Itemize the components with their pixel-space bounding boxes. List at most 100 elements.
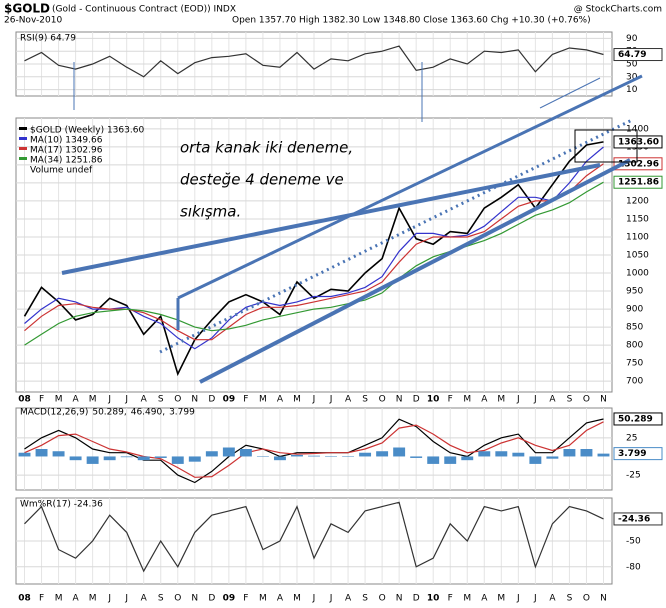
y-tick-label: -25 [626, 471, 641, 481]
histogram-bar [376, 451, 389, 457]
y-tick-label: 800 [626, 341, 643, 351]
x-tick-label: N [396, 594, 403, 604]
arrow [539, 77, 601, 109]
y-tick-label: 1100 [626, 232, 649, 242]
series-line [24, 146, 604, 350]
histogram-bar [427, 456, 440, 464]
x-tick-label: 09 [223, 594, 236, 604]
x-tick-label: F [448, 594, 453, 604]
histogram-bar [69, 456, 82, 461]
y-tick-label: 1400 [626, 124, 649, 134]
trend-line [177, 74, 643, 300]
x-tick-label: J [312, 395, 316, 405]
histogram-bar [529, 456, 542, 464]
value-tag-label: 3.799 [618, 449, 646, 459]
histogram-bar [291, 454, 303, 457]
value-tag-label: 1363.60 [618, 137, 659, 147]
annotation: orta kanak iki deneme, [180, 139, 353, 157]
x-tick-label: M [89, 594, 97, 604]
histogram-bar [222, 447, 235, 457]
y-tick-label: 25 [626, 433, 637, 443]
value-tag-label: 1251.86 [618, 178, 659, 188]
x-tick-label: A [141, 395, 148, 405]
y-tick-label: -50 [626, 537, 641, 547]
histogram-bar [461, 456, 474, 461]
annotation: sıkışma. [180, 203, 241, 221]
x-tick-label: O [583, 395, 590, 405]
x-tick-label: S [362, 395, 368, 405]
highlight-box [574, 129, 638, 163]
histogram-bar [359, 452, 372, 457]
date: 26-Nov-2010 [4, 16, 62, 26]
x-tick-label: F [448, 395, 453, 405]
histogram-bar [120, 456, 133, 458]
x-tick-label: A [277, 594, 284, 604]
x-tick-label: D [208, 594, 215, 604]
y-tick-label: 90 [626, 34, 638, 44]
x-tick-label: M [293, 395, 301, 405]
x-tick-label: N [396, 395, 403, 405]
x-tick-label: J [107, 395, 111, 405]
x-tick-label: M [55, 395, 63, 405]
x-tick-label: A [549, 594, 556, 604]
x-tick-label: S [158, 395, 164, 405]
legend-entry: $GOLD (Weekly) 1363.60 [30, 126, 144, 136]
x-tick-label: A [73, 594, 80, 604]
x-tick-label: N [600, 395, 607, 405]
y-tick-label: 950 [626, 287, 643, 297]
y-tick-label: 30 [626, 72, 638, 82]
y-tick-label: 900 [626, 305, 643, 315]
x-tick-label: O [583, 594, 590, 604]
x-tick-label: J [107, 594, 111, 604]
x-tick-label: 09 [223, 395, 236, 405]
histogram-bar [239, 449, 252, 457]
histogram-bar [171, 456, 184, 464]
histogram-bar [495, 451, 508, 457]
value-tag-label: 50.289 [618, 414, 653, 424]
legend-swatch [19, 137, 27, 140]
x-tick-label: M [463, 395, 471, 405]
y-tick-label: 1150 [626, 214, 649, 224]
legend-entry: MA(34) 1251.86 [30, 156, 103, 166]
histogram-bar [273, 456, 286, 461]
value-tag-label: 1302.96 [618, 159, 659, 169]
histogram-bar [580, 449, 593, 457]
x-tick-label: J [329, 395, 333, 405]
panel-title: RSI(9) 64.79 [20, 34, 76, 44]
y-tick-label: 1000 [626, 269, 649, 279]
x-tick-label: F [39, 395, 44, 405]
x-tick-label: A [73, 395, 80, 405]
series-line [24, 501, 604, 573]
x-tick-label: J [516, 594, 520, 604]
quote: Open 1357.70 High 1382.30 Low 1348.80 Cl… [232, 16, 591, 26]
series-line [24, 45, 604, 78]
source: @ StockCharts.com [574, 5, 662, 15]
legend-swatch [19, 127, 27, 130]
x-tick-label: J [124, 594, 128, 604]
series-line [24, 418, 604, 484]
histogram-bar [308, 455, 320, 457]
histogram-bar [597, 453, 610, 457]
value-tag [613, 48, 663, 62]
value-tag [613, 447, 663, 461]
panel-title: Wm%R(17) -24.36 [20, 500, 103, 510]
x-tick-label: F [243, 594, 248, 604]
y-tick-label: 700 [626, 377, 643, 387]
histogram-bar [410, 456, 423, 458]
x-tick-label: J [312, 594, 316, 604]
histogram-bar [137, 456, 150, 461]
histogram-bar [342, 456, 355, 457]
y-tick-label: 750 [626, 359, 643, 369]
description: (Gold - Continuous Contract (EOD)) INDX [52, 5, 236, 15]
trend-line [199, 158, 631, 384]
y-tick-label: 1200 [626, 196, 649, 206]
x-tick-label: N [191, 594, 198, 604]
symbol: $GOLD [4, 2, 50, 16]
y-tick-label: 850 [626, 323, 643, 333]
histogram-bar [478, 451, 491, 457]
x-tick-label: N [600, 594, 607, 604]
x-tick-label: O [174, 395, 181, 405]
x-tick-label: S [158, 594, 164, 604]
legend-entry: 46.490, [131, 408, 165, 418]
